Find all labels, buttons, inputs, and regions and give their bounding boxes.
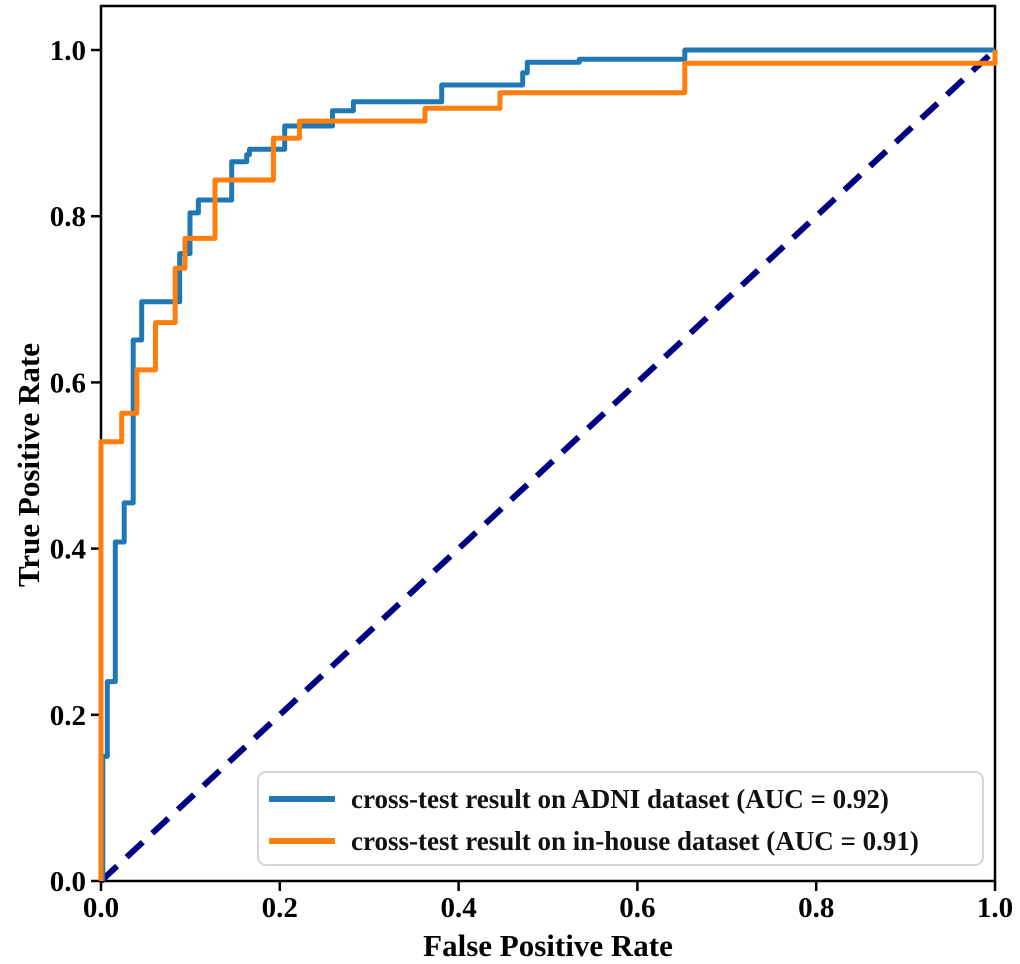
legend-line-sample-adni (269, 796, 335, 802)
y-tick-label: 0.4 (50, 534, 86, 566)
y-tick-label: 0.0 (50, 866, 86, 898)
y-tick-label: 0.8 (50, 201, 86, 233)
legend-label-in-house: cross-test result on in-house dataset (A… (351, 825, 919, 856)
x-axis-ticks: 0.0 0.2 0.4 0.6 0.8 1.0 (83, 881, 1013, 924)
y-tick-label: 0.6 (50, 367, 86, 399)
x-tick-label: 0.8 (798, 892, 834, 924)
x-tick-label: 1.0 (977, 892, 1013, 924)
y-tick-label: 0.2 (50, 700, 86, 732)
plot-frame (99, 4, 997, 883)
legend-item-adni: cross-test result on ADNI dataset (AUC =… (259, 778, 982, 820)
x-axis-title: False Positive Rate (423, 928, 673, 963)
y-tick-label: 1.0 (50, 35, 86, 67)
y-axis-ticks: 0.0 0.2 0.4 0.6 0.8 1.0 (50, 35, 101, 898)
legend-item-in-house: cross-test result on in-house dataset (A… (259, 820, 982, 862)
x-tick-label: 0.4 (440, 892, 476, 924)
roc-curve-in-house-cross-test (98, 50, 998, 881)
y-axis-title: True Positive Rate (11, 343, 46, 587)
x-tick-label: 0.2 (262, 892, 298, 924)
x-tick-label: 0.0 (83, 892, 119, 924)
x-tick-label: 0.6 (619, 892, 655, 924)
legend-line-sample-in-house (269, 838, 335, 844)
legend-label-adni: cross-test result on ADNI dataset (AUC =… (351, 783, 889, 814)
roc-curve-adni-cross-test (100, 47, 995, 881)
legend: cross-test result on ADNI dataset (AUC =… (257, 771, 984, 866)
chance-diagonal-line (98, 47, 998, 884)
